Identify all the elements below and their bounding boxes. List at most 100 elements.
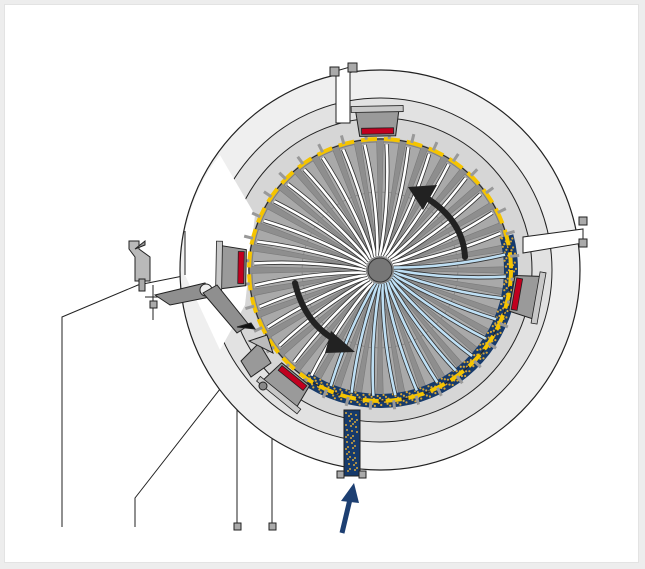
pipe-dot [356, 467, 358, 469]
material-dot [312, 386, 315, 389]
pipe-dot [352, 447, 354, 449]
pipe-dot [354, 421, 356, 423]
channel [310, 281, 374, 377]
material-dot [491, 325, 494, 328]
red-seal [277, 365, 308, 391]
material-dot [503, 283, 506, 286]
channel [391, 276, 487, 340]
material-dot [456, 379, 459, 382]
material-dot [340, 391, 344, 394]
radial-channels [254, 144, 506, 396]
channel [363, 144, 379, 257]
rim-tooth [344, 396, 350, 407]
pipe-dot [348, 415, 350, 417]
pipe-dot [355, 462, 357, 464]
seal-pads [215, 105, 547, 415]
material-dot [504, 265, 508, 268]
rim-tooth [469, 168, 479, 177]
material-dot [511, 237, 514, 240]
material-dot [448, 374, 451, 377]
material-dot [505, 271, 509, 274]
pipe-dot [355, 426, 357, 428]
material-dot [498, 314, 501, 318]
diagram-canvas [4, 4, 639, 563]
material-dot [466, 360, 469, 364]
pipe-dot [356, 419, 358, 421]
seal-pad-top [350, 105, 404, 137]
material-dot [333, 387, 336, 390]
material-dot [313, 376, 316, 379]
rim-tooth [485, 186, 495, 195]
red-seal [237, 251, 245, 285]
channel [329, 282, 377, 387]
channel [388, 177, 467, 261]
material-dot [320, 381, 323, 384]
rim-tooth [505, 229, 515, 236]
channel [393, 268, 506, 279]
pipe-dot [352, 435, 354, 437]
pipe-dot [351, 430, 353, 432]
rim-tooth [296, 155, 305, 165]
pipe-dot [349, 468, 351, 470]
pipe-dot [347, 446, 349, 448]
channel [392, 231, 502, 267]
pipe-dot [347, 470, 349, 472]
material-dot [380, 403, 383, 407]
material-dot [419, 387, 422, 390]
material-dot [350, 393, 353, 396]
material-dot [402, 399, 405, 402]
channel [293, 279, 372, 363]
rim-tooth [414, 395, 421, 405]
material-dot [340, 398, 343, 401]
channel [303, 168, 373, 260]
channel [383, 153, 431, 258]
material-dot [494, 323, 497, 326]
material-dot [362, 393, 365, 397]
material-dot [455, 370, 458, 373]
arrowhead [325, 331, 355, 353]
material-dot [420, 397, 423, 400]
material-dot [399, 403, 402, 406]
pipe-dot [349, 420, 351, 422]
rim-tooth [497, 207, 507, 214]
arrowhead [341, 483, 359, 503]
material-dot [370, 395, 373, 398]
inflow-arrow [339, 483, 359, 534]
channel [263, 219, 368, 267]
channel [385, 281, 439, 383]
material-dot [314, 379, 317, 382]
material-dot [509, 240, 513, 243]
material-dot [356, 393, 359, 397]
material-dot [333, 397, 336, 400]
pipe-dot [353, 452, 355, 454]
material-dot [434, 392, 437, 395]
material-dot [492, 329, 495, 332]
rim-tooth [452, 153, 460, 163]
pipe-dot [353, 440, 355, 442]
rotor-rim [240, 130, 520, 410]
material-dot [440, 377, 443, 380]
material-dot [487, 336, 490, 339]
valve-assembly [128, 239, 180, 320]
material-dot [422, 388, 425, 391]
channel [381, 283, 397, 396]
material-dot [460, 374, 464, 378]
rim-tooth [263, 190, 273, 198]
channel [258, 273, 368, 309]
pipe-dot [345, 412, 347, 414]
material-dot [499, 331, 502, 334]
rim-tooth [436, 387, 443, 397]
channel [391, 211, 493, 265]
channel [392, 273, 497, 321]
material-dot [327, 386, 330, 389]
material-dot [479, 343, 482, 346]
rotation-arrow-upper [408, 185, 468, 260]
inflow-pipe [336, 409, 367, 479]
material-dot [354, 391, 357, 394]
pipe-dot [345, 424, 347, 426]
material-dot [514, 267, 518, 271]
material-dot [405, 401, 408, 404]
material-dot [494, 339, 497, 342]
material-dot [472, 365, 475, 368]
material-dot [505, 280, 508, 284]
